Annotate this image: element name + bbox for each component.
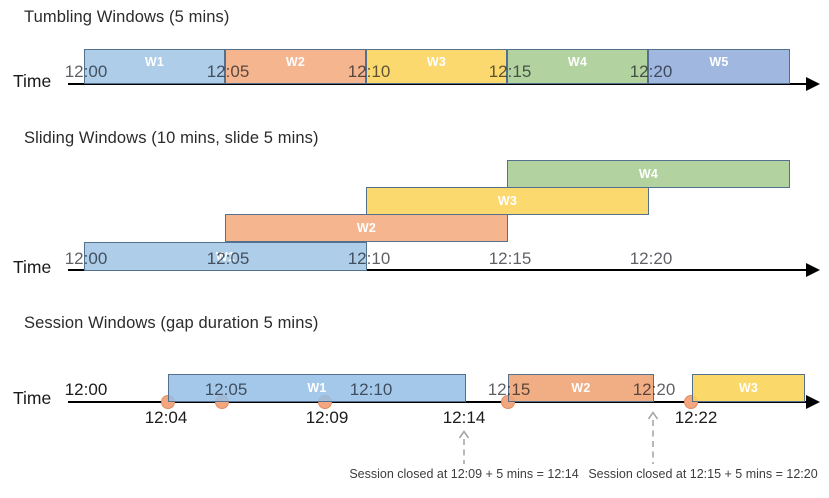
event-time-label: 12:22	[674, 408, 718, 427]
window-label: W1	[215, 249, 236, 264]
window-label: W2	[356, 221, 377, 235]
window-label: W1	[307, 381, 327, 395]
timeline-arrowhead-icon	[806, 77, 820, 91]
event-time-label: 12:04	[144, 408, 188, 427]
window-label: W2	[285, 55, 306, 69]
window-label: W3	[497, 194, 518, 208]
sliding-window-w2: W2	[225, 214, 508, 242]
sliding-window-w3: W3	[366, 187, 649, 215]
timeline	[68, 83, 806, 85]
sliding-window-w4: W4	[507, 160, 790, 188]
tick-label: 12:20	[632, 380, 676, 399]
timeline-arrowhead-icon	[806, 263, 820, 277]
section-title-session: Session Windows (gap duration 5 mins)	[24, 314, 319, 332]
tick-label: 12:15	[488, 62, 532, 81]
sliding-window-w1: W1	[84, 242, 367, 271]
tick-label: 12:05	[204, 380, 248, 399]
tick-label: 12:05	[206, 62, 250, 81]
session-close-annotation: Session closed at 12:15 + 5 mins = 12:20	[588, 467, 818, 481]
timeline	[68, 401, 806, 403]
tick-label: 12:00	[64, 62, 108, 81]
event-time-label: 12:09	[305, 408, 349, 427]
window-label: W3	[738, 381, 759, 395]
time-axis-label: Time	[13, 71, 52, 91]
tick-label: 12:20	[629, 249, 673, 268]
window-label: W4	[638, 167, 659, 181]
event-time-label: 12:14	[442, 408, 486, 427]
tick-label: 12:10	[347, 62, 391, 81]
time-axis-label: Time	[13, 388, 52, 408]
section-title-sliding: Sliding Windows (10 mins, slide 5 mins)	[24, 129, 319, 147]
tumbling-window-w4: W4	[507, 49, 648, 84]
timeline-arrowhead-icon	[806, 395, 820, 409]
tumbling-window-w5: W5	[648, 49, 790, 84]
dashed-arrow-icon	[647, 411, 659, 464]
tick-label: 12:15	[487, 380, 531, 399]
tick-label: 12:05	[206, 249, 250, 268]
tick-label: 12:10	[347, 249, 391, 268]
tick-label: 12:15	[488, 249, 532, 268]
session-window-w1: W1	[168, 374, 466, 402]
tick-label: 12:10	[349, 380, 393, 399]
dashed-arrow-icon	[458, 430, 470, 464]
window-label: W2	[571, 381, 591, 395]
timeline	[68, 269, 806, 271]
section-title-tumbling: Tumbling Windows (5 mins)	[24, 8, 230, 26]
tumbling-window-w1: W1	[84, 49, 225, 84]
window-label: W4	[567, 55, 588, 69]
window-label: W1	[144, 55, 165, 69]
tumbling-window-w3: W3	[366, 49, 507, 84]
session-window-w2: W2	[508, 374, 654, 402]
session-close-annotation: Session closed at 12:09 + 5 mins = 12:14	[349, 467, 579, 481]
window-label: W5	[709, 55, 729, 69]
tumbling-window-w2: W2	[225, 49, 366, 84]
time-axis-label: Time	[13, 257, 52, 277]
window-label: W3	[426, 55, 447, 69]
tick-label: 12:00	[64, 249, 108, 268]
session-window-w3: W3	[692, 374, 805, 402]
tick-label: 12:20	[629, 62, 673, 81]
tick-label: 12:00	[64, 380, 108, 399]
